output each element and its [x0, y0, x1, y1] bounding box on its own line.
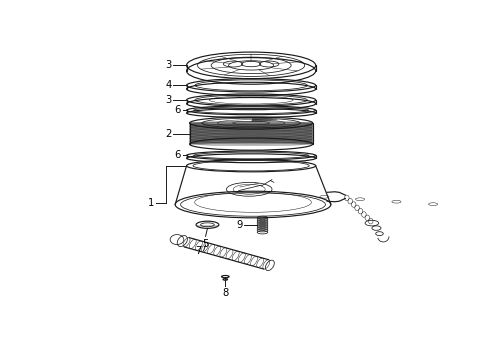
Text: 4: 4 — [165, 80, 172, 90]
Text: 6: 6 — [174, 150, 181, 161]
Text: 1: 1 — [148, 198, 154, 208]
Text: 3: 3 — [165, 60, 172, 70]
Text: 2: 2 — [165, 129, 172, 139]
Text: 8: 8 — [222, 288, 228, 298]
Text: 9: 9 — [236, 220, 243, 230]
Text: 7: 7 — [196, 246, 202, 256]
Text: 6: 6 — [174, 105, 181, 115]
Text: 3: 3 — [165, 95, 172, 105]
Text: 5: 5 — [202, 239, 209, 249]
